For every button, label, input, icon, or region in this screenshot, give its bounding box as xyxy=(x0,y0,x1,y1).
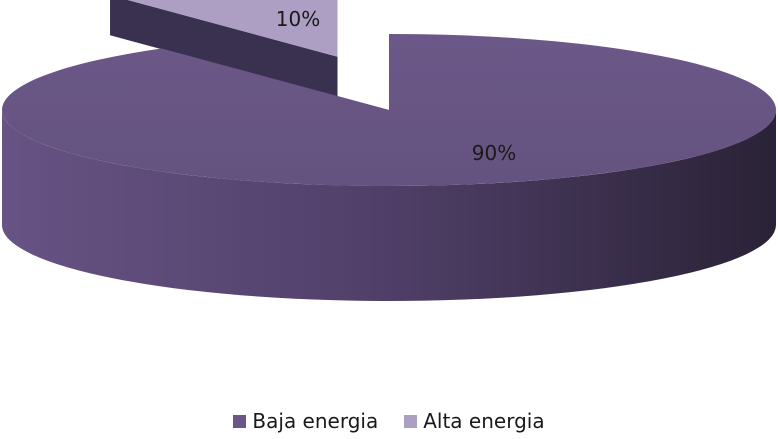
legend: Baja energia Alta energia xyxy=(0,409,778,433)
data-label-alta-energia: 10% xyxy=(276,7,320,31)
legend-item-baja-energia: Baja energia xyxy=(233,409,378,433)
data-label-baja-energia: 90% xyxy=(472,141,516,165)
slice-baja-energia xyxy=(1,34,776,186)
legend-swatch-alta-energia xyxy=(404,414,418,428)
slice-side-alta-energia xyxy=(110,0,338,97)
slice-alta-energia xyxy=(127,0,338,57)
legend-item-alta-energia: Alta energia xyxy=(404,409,545,433)
slice-side-baja-energia xyxy=(2,110,776,301)
legend-label-alta-energia: Alta energia xyxy=(423,409,545,433)
legend-label-baja-energia: Baja energia xyxy=(252,409,379,433)
legend-swatch-baja-energia xyxy=(233,414,247,428)
